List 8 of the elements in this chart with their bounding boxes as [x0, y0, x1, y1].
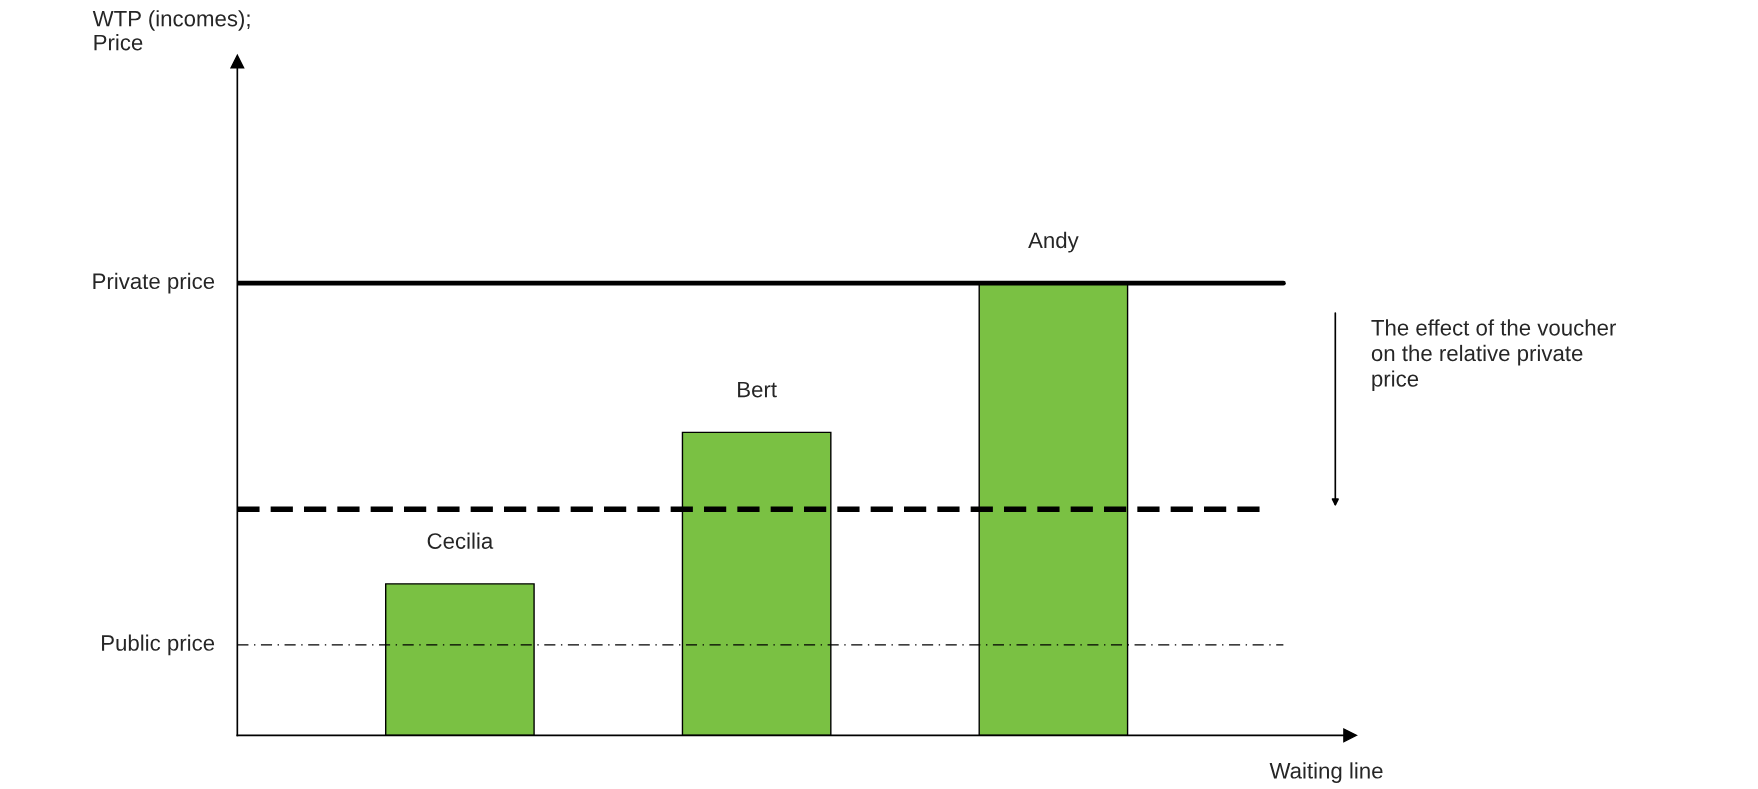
x-tick-label: Bert	[738, 381, 777, 398]
x-tick-label: Cecilia	[427, 532, 494, 549]
ref-line-label: Private price	[93, 272, 215, 294]
text: WTP (incomes); Price	[92, 10, 250, 51]
x-axis-title: Waiting line	[1269, 762, 1383, 784]
ref-line-label: Public price	[102, 634, 215, 656]
text: The effect of the voucher on the relative private price	[1371, 319, 1616, 392]
x-tick-label: Andy	[1028, 231, 1079, 253]
